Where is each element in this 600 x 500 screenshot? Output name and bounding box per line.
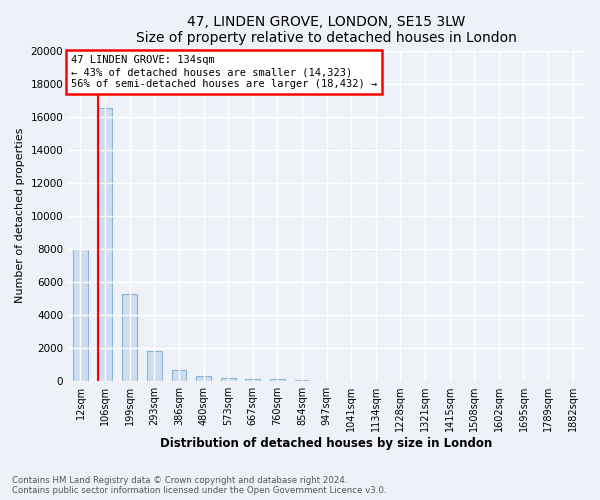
Bar — [122, 294, 137, 381]
Bar — [221, 378, 236, 381]
Bar — [196, 376, 211, 381]
Text: Contains HM Land Registry data © Crown copyright and database right 2024.
Contai: Contains HM Land Registry data © Crown c… — [12, 476, 386, 495]
Text: 47 LINDEN GROVE: 134sqm
← 43% of detached houses are smaller (14,323)
56% of sem: 47 LINDEN GROVE: 134sqm ← 43% of detache… — [71, 56, 377, 88]
Bar — [147, 352, 161, 381]
Bar — [172, 370, 187, 381]
Bar — [73, 249, 88, 381]
Bar — [98, 108, 112, 381]
Bar — [245, 379, 260, 381]
Y-axis label: Number of detached properties: Number of detached properties — [15, 128, 25, 304]
Bar — [270, 380, 285, 381]
Bar — [295, 380, 310, 381]
Title: 47, LINDEN GROVE, LONDON, SE15 3LW
Size of property relative to detached houses : 47, LINDEN GROVE, LONDON, SE15 3LW Size … — [136, 15, 517, 45]
X-axis label: Distribution of detached houses by size in London: Distribution of detached houses by size … — [160, 437, 493, 450]
